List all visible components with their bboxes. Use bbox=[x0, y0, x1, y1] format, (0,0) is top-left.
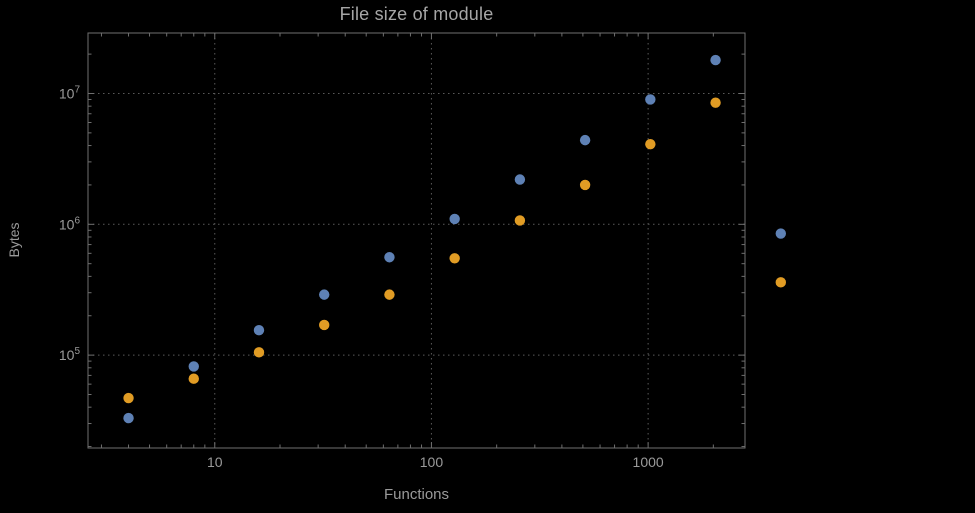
data-point-blue bbox=[645, 94, 656, 105]
chart-title: File size of module bbox=[339, 4, 494, 24]
series-blue bbox=[123, 54, 786, 424]
data-point-orange bbox=[645, 138, 656, 150]
data-point-blue bbox=[449, 213, 460, 225]
axis-ticks bbox=[88, 33, 745, 448]
y-tick-label: 107 bbox=[59, 84, 81, 101]
y-tick-label: 106 bbox=[59, 215, 81, 232]
plot-frame bbox=[87, 32, 746, 449]
y-tick-labels: 105 106 107 bbox=[59, 84, 81, 363]
x-tick-label: 1000 bbox=[633, 454, 664, 470]
data-point-orange bbox=[319, 319, 330, 331]
y-tick-label: 105 bbox=[59, 346, 81, 363]
data-point-orange bbox=[188, 373, 199, 384]
x-tick-labels: 10 100 1000 bbox=[207, 454, 664, 470]
data-point-orange bbox=[123, 392, 134, 404]
data-point-orange bbox=[579, 179, 591, 191]
data-point-blue bbox=[188, 361, 199, 372]
data-point-orange bbox=[710, 97, 721, 108]
data-point-orange bbox=[384, 289, 395, 300]
data-point-blue bbox=[123, 412, 134, 424]
gridlines bbox=[88, 33, 745, 448]
series-orange bbox=[123, 97, 786, 404]
data-point-blue bbox=[514, 174, 526, 185]
data-point-blue bbox=[579, 134, 591, 146]
data-point-blue bbox=[384, 252, 395, 263]
x-tick-label: 10 bbox=[207, 454, 223, 470]
data-point-orange bbox=[253, 347, 265, 358]
x-axis-label: Functions bbox=[383, 486, 450, 503]
data-point-blue bbox=[319, 289, 330, 300]
data-point-orange bbox=[449, 253, 460, 264]
data-point-blue bbox=[775, 228, 786, 239]
data-point-blue bbox=[253, 325, 265, 336]
data-point-orange bbox=[514, 215, 526, 226]
x-tick-label: 100 bbox=[420, 454, 444, 470]
data-point-blue bbox=[710, 54, 721, 66]
data-point-orange bbox=[775, 277, 786, 288]
